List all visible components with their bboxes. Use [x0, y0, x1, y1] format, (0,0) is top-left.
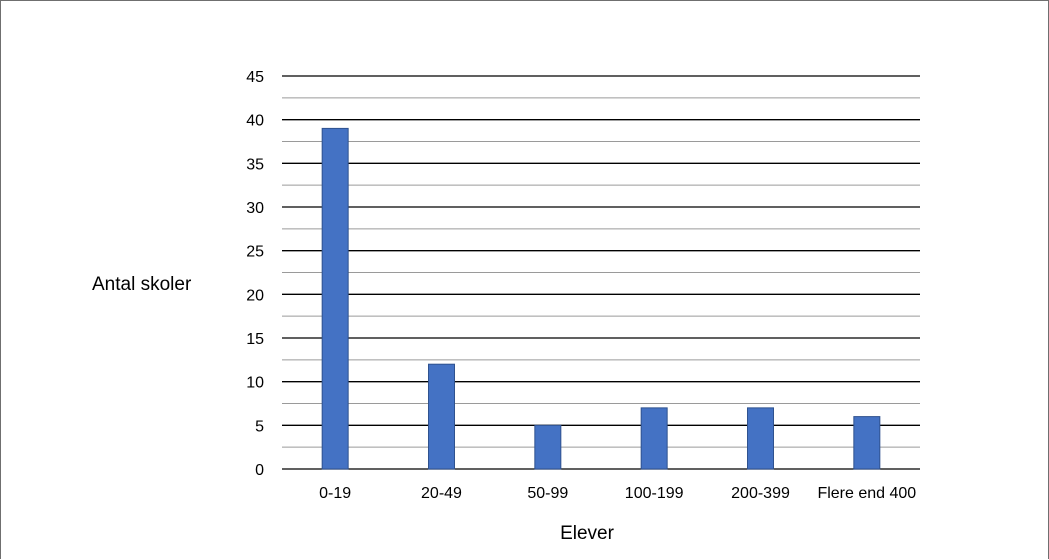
bar-100-199	[640, 407, 668, 470]
bars	[321, 127, 881, 470]
x-tick-labels: 0-19 20-49 50-99 100-199 200-399 Flere end 40…	[319, 485, 916, 502]
x-tick-label: 20-49	[421, 485, 462, 502]
x-tick-label: 100-199	[625, 485, 684, 502]
bar-50-99	[534, 424, 562, 470]
x-tick-label: 0-19	[319, 485, 351, 502]
y-tick-label: 40	[246, 113, 264, 130]
y-axis-title: Antal skoler	[92, 274, 192, 295]
y-tick-label: 25	[246, 244, 264, 261]
bar-flere-end-400	[853, 416, 881, 470]
x-tick-label: 50-99	[527, 485, 568, 502]
bar-20-49	[428, 363, 455, 470]
y-tick-label: 10	[246, 375, 264, 392]
y-tick-label: 45	[246, 69, 264, 86]
x-axis-title: Elever	[560, 523, 615, 544]
y-tick-label: 35	[246, 156, 264, 173]
bar-0-19	[321, 127, 349, 470]
gridlines	[282, 75, 920, 470]
y-tick-labels: 0 5 10 15 20 25 30 35 40 45	[246, 69, 264, 479]
bar-200-399	[747, 407, 774, 470]
x-tick-label: Flere end 400	[817, 485, 916, 502]
y-tick-label: 30	[246, 200, 264, 217]
y-tick-label: 5	[255, 418, 264, 435]
y-tick-label: 15	[246, 331, 264, 348]
x-tick-label: 200-399	[731, 485, 790, 502]
y-tick-label: 0	[255, 462, 264, 479]
y-tick-label: 20	[246, 287, 264, 304]
